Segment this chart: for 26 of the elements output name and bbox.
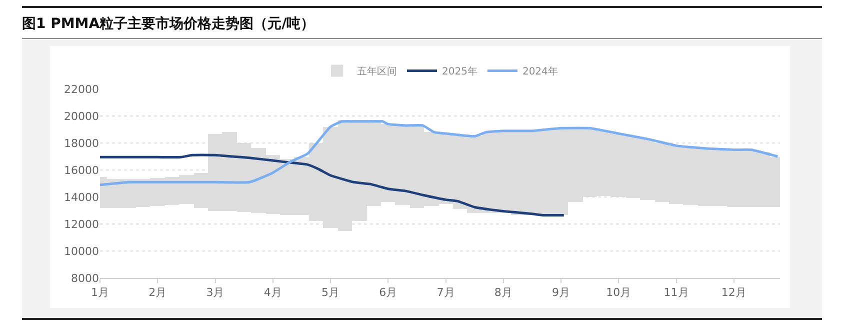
y-tick-label: 18000 [64, 136, 99, 150]
x-tick-label: 5月 [322, 286, 340, 300]
x-tick-label: 4月 [264, 286, 282, 300]
x-tick-label: 7月 [436, 286, 455, 300]
x-tick-label: 10月 [606, 286, 632, 300]
y-tick-label: 16000 [64, 164, 99, 177]
x-tick-label: 12月 [721, 286, 746, 300]
legend-label: 五年区间 [357, 66, 397, 78]
legend-label: 2024年 [522, 66, 558, 78]
y-tick-label: 22000 [64, 82, 99, 96]
y-tick-label: 14000 [64, 190, 99, 204]
y-tick-label: 20000 [64, 110, 99, 123]
x-tick-label: 6月 [379, 286, 398, 300]
chart-title: 图1 PMMA粒子主要市场价格走势图（元/吨） [22, 6, 822, 39]
y-tick-label: 12000 [64, 218, 99, 231]
x-tick-label: 2月 [148, 286, 167, 300]
legend-label: 2025年 [442, 66, 478, 78]
line-series [100, 120, 779, 186]
y-tick-label: 10000 [64, 244, 99, 258]
x-tick-label: 1月 [91, 286, 109, 300]
line-series [100, 154, 566, 217]
y-tick-label: 8000 [71, 272, 99, 285]
x-tick-label: 9月 [552, 286, 570, 300]
x-tick-label: 3月 [206, 286, 224, 300]
x-tick-label: 8月 [494, 286, 512, 300]
x-tick-label: 11月 [664, 286, 689, 300]
